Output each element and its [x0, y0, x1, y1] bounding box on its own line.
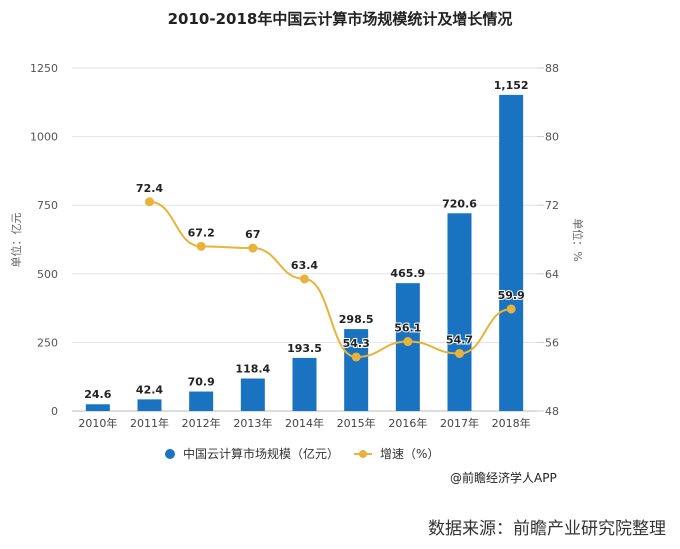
bar [395, 283, 420, 411]
x-tick-label: 2015年 [337, 416, 376, 430]
line-point [248, 243, 258, 253]
source-text: 数据来源：前瞻产业研究院整理 [428, 519, 666, 539]
left-tick-label: 250 [37, 336, 58, 349]
x-tick-label: 2018年 [492, 416, 531, 430]
line-value-label: 54.7 [446, 334, 473, 347]
bar-value-label: 465.9 [390, 267, 425, 280]
line-point [145, 197, 154, 207]
line-point [196, 241, 206, 251]
left-tick-label: 1000 [30, 131, 58, 144]
legend-line-icon [354, 449, 372, 458]
line-value-label: 54.3 [343, 337, 370, 350]
x-tick-label: 2010年 [78, 416, 117, 430]
x-tick-label: 2016年 [388, 416, 427, 430]
bar-value-label: 1,152 [494, 79, 529, 92]
legend-label: 增速（%） [380, 447, 440, 461]
legend-label: 中国云计算市场规模（亿元） [183, 447, 340, 461]
x-tick-label: 2017年 [440, 416, 479, 430]
line-point [506, 304, 516, 314]
line-point [455, 349, 464, 359]
legend-item-line[interactable]: 增速（%） [354, 445, 439, 462]
right-tick-label: 72 [545, 199, 559, 212]
right-axis-title: 单位：% [571, 218, 585, 261]
bar [499, 94, 524, 411]
bar-value-label: 193.5 [287, 342, 322, 355]
bar-value-label: 42.4 [136, 383, 163, 396]
left-tick-label: 1250 [30, 62, 58, 75]
x-tick-label: 2011年 [130, 416, 169, 430]
left-tick-label: 750 [37, 199, 58, 212]
line-value-label: 67.2 [188, 226, 215, 239]
right-tick-label: 88 [545, 62, 559, 75]
bar-value-label: 298.5 [339, 313, 374, 326]
bar [189, 391, 214, 411]
line-point [300, 274, 309, 284]
left-axis-title: 单位：亿元 [9, 213, 23, 268]
right-tick-label: 56 [545, 336, 559, 349]
right-tick-label: 64 [545, 268, 559, 281]
bar [240, 378, 265, 411]
legend-item-bar[interactable]: 中国云计算市场规模（亿元） [165, 445, 339, 462]
chart-title: 2010-2018年中国云计算市场规模统计及增长情况 [167, 10, 513, 28]
bar [292, 357, 317, 411]
bar [344, 329, 369, 411]
bar-value-label: 720.6 [442, 197, 477, 210]
bar-value-label: 118.4 [235, 363, 270, 376]
left-tick-label: 500 [37, 268, 58, 281]
bar [85, 404, 110, 411]
left-tick-label: 0 [51, 405, 58, 418]
legend-circle-icon [165, 448, 175, 459]
bar-value-label: 24.6 [84, 388, 111, 401]
line-point [403, 337, 413, 347]
x-tick-label: 2012年 [182, 416, 221, 430]
line-value-label: 67 [245, 228, 260, 241]
credit-text: @前瞻经济学人APP [450, 471, 557, 485]
right-tick-label: 80 [545, 131, 559, 144]
x-tick-label: 2014年 [285, 416, 324, 430]
line-value-label: 56.1 [394, 322, 421, 335]
line-value-label: 63.4 [291, 259, 318, 272]
line-point [351, 352, 361, 362]
x-tick-label: 2013年 [233, 416, 272, 430]
right-tick-label: 48 [545, 405, 559, 418]
line-value-label: 72.4 [136, 182, 163, 195]
chart-plot: 0 250 500 750 1000 1250 48 56 64 72 80 88 单位：亿元 单位：% 2… [9, 62, 585, 430]
bar [447, 213, 472, 411]
bar [137, 399, 162, 411]
bar-value-label: 70.9 [188, 376, 215, 389]
line-value-label: 59.9 [498, 289, 525, 302]
